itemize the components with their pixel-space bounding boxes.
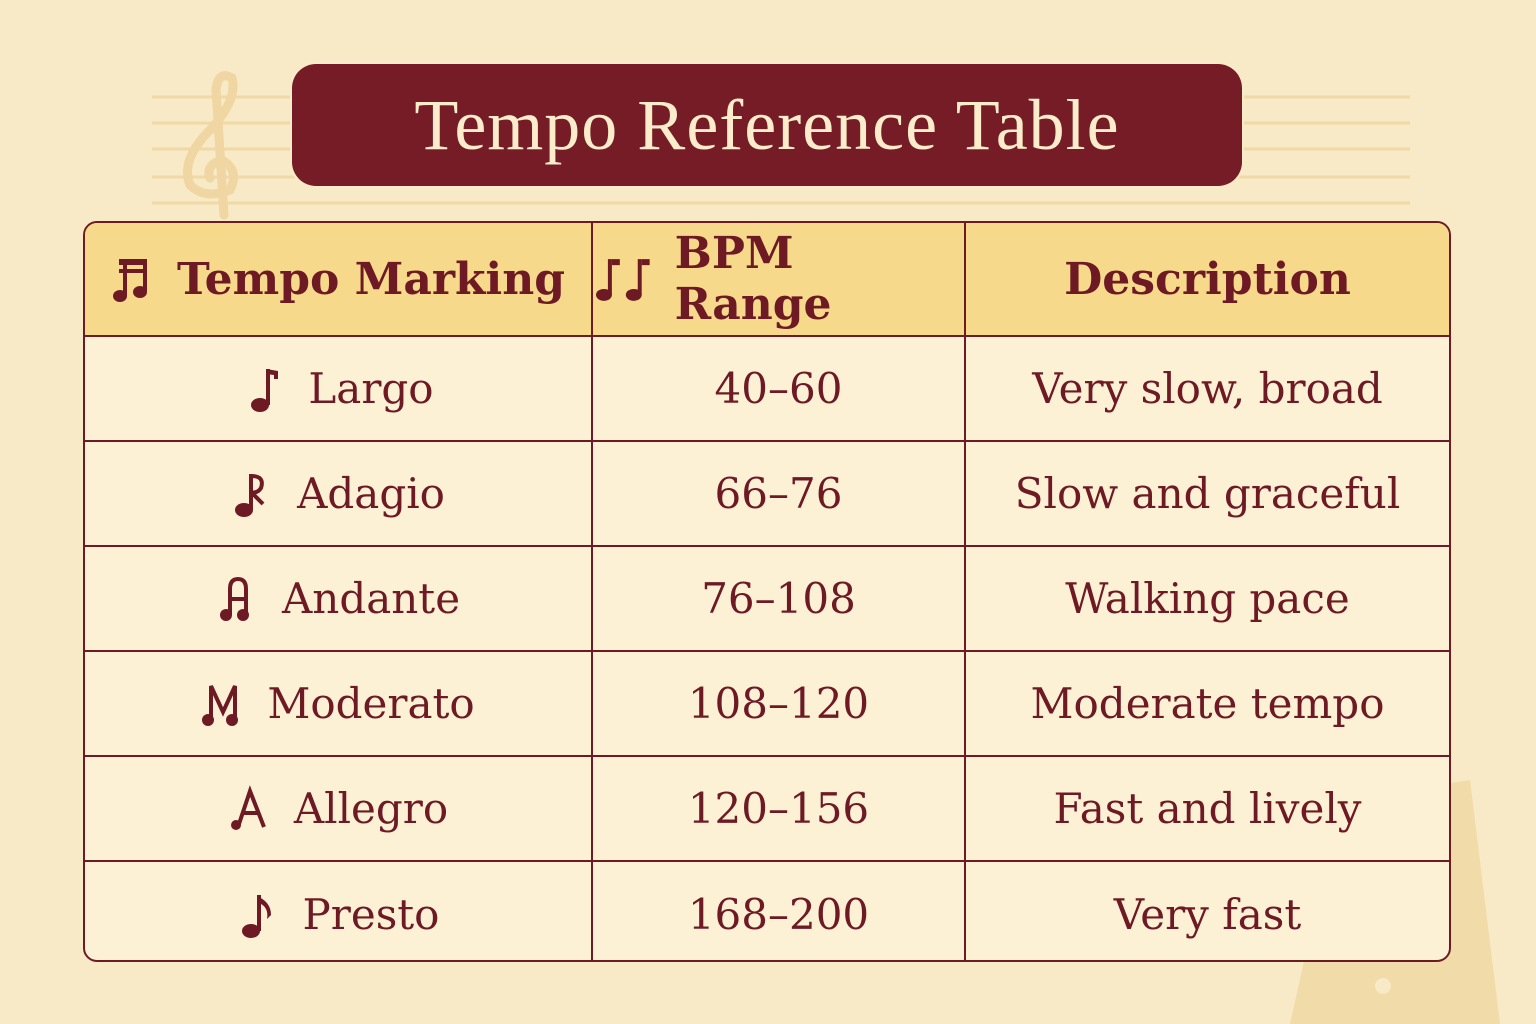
tempo-marking-cell: Moderato (85, 652, 593, 755)
title-banner: Tempo Reference Table (292, 64, 1242, 186)
description-cell: Moderate tempo (1030, 679, 1385, 728)
header-tempo-marking: Tempo Marking (85, 223, 593, 335)
description-cell: Very fast (1113, 890, 1302, 939)
bpm-cell: 66–76 (593, 442, 966, 545)
table-header: Tempo Marking BPM Range Description (85, 223, 1449, 337)
tempo-marking-cell: Allegro (85, 757, 593, 860)
tempo-marking: Largo (308, 364, 434, 413)
quarter-note-icon (251, 368, 279, 412)
bpm-cell: 120–156 (593, 757, 966, 860)
page-title: Tempo Reference Table (414, 84, 1120, 165)
table-row: Andante 76–108 Walking pace (85, 547, 1449, 652)
description-cell: Fast and lively (1053, 784, 1362, 833)
description-cell: Slow and graceful (1014, 469, 1401, 518)
tempo-marking-cell: Presto (85, 862, 593, 960)
table-row: Largo 40–60 Very slow, broad (85, 337, 1449, 442)
note-m-icon (202, 684, 239, 726)
table-row: Adagio 66–76 Slow and graceful (85, 442, 1449, 547)
bpm-cell: 168–200 (593, 862, 966, 960)
table-row: Presto 168–200 Very fast (85, 862, 1449, 960)
beamed-notes-icon (112, 259, 147, 302)
description-cell: Very slow, broad (1032, 364, 1383, 413)
bpm-cell: 108–120 (593, 652, 966, 755)
header-description: Description (966, 223, 1449, 335)
tempo-marking: Allegro (293, 784, 449, 833)
header-label: BPM Range (674, 228, 832, 330)
tempo-marking-cell: Adagio (85, 442, 593, 545)
tempo-marking: Adagio (297, 469, 445, 518)
header-label: Tempo Marking (176, 253, 566, 305)
treble-clef-icon (183, 71, 239, 220)
tempo-marking-cell: Andante (85, 547, 593, 650)
note-a-icon (219, 576, 249, 621)
two-quarter-notes-icon (595, 259, 650, 301)
description-cell: Walking pace (1065, 574, 1350, 623)
bpm-cell: 76–108 (593, 547, 966, 650)
note-r-icon (235, 473, 265, 517)
eighth-note-icon (241, 894, 271, 938)
letter-a-note-icon (230, 784, 266, 830)
tempo-marking-cell: Largo (85, 337, 593, 440)
tempo-marking: Andante (281, 574, 461, 623)
bpm-cell: 40–60 (593, 337, 966, 440)
header-label: Description (1064, 253, 1351, 305)
tempo-table: Tempo Marking BPM Range Description Larg… (83, 221, 1451, 962)
header-bpm-range: BPM Range (593, 223, 966, 335)
table-row: Allegro 120–156 Fast and lively (85, 757, 1449, 862)
table-row: Moderato 108–120 Moderate tempo (85, 652, 1449, 757)
tempo-marking: Moderato (267, 679, 475, 728)
tempo-marking: Presto (302, 890, 440, 939)
